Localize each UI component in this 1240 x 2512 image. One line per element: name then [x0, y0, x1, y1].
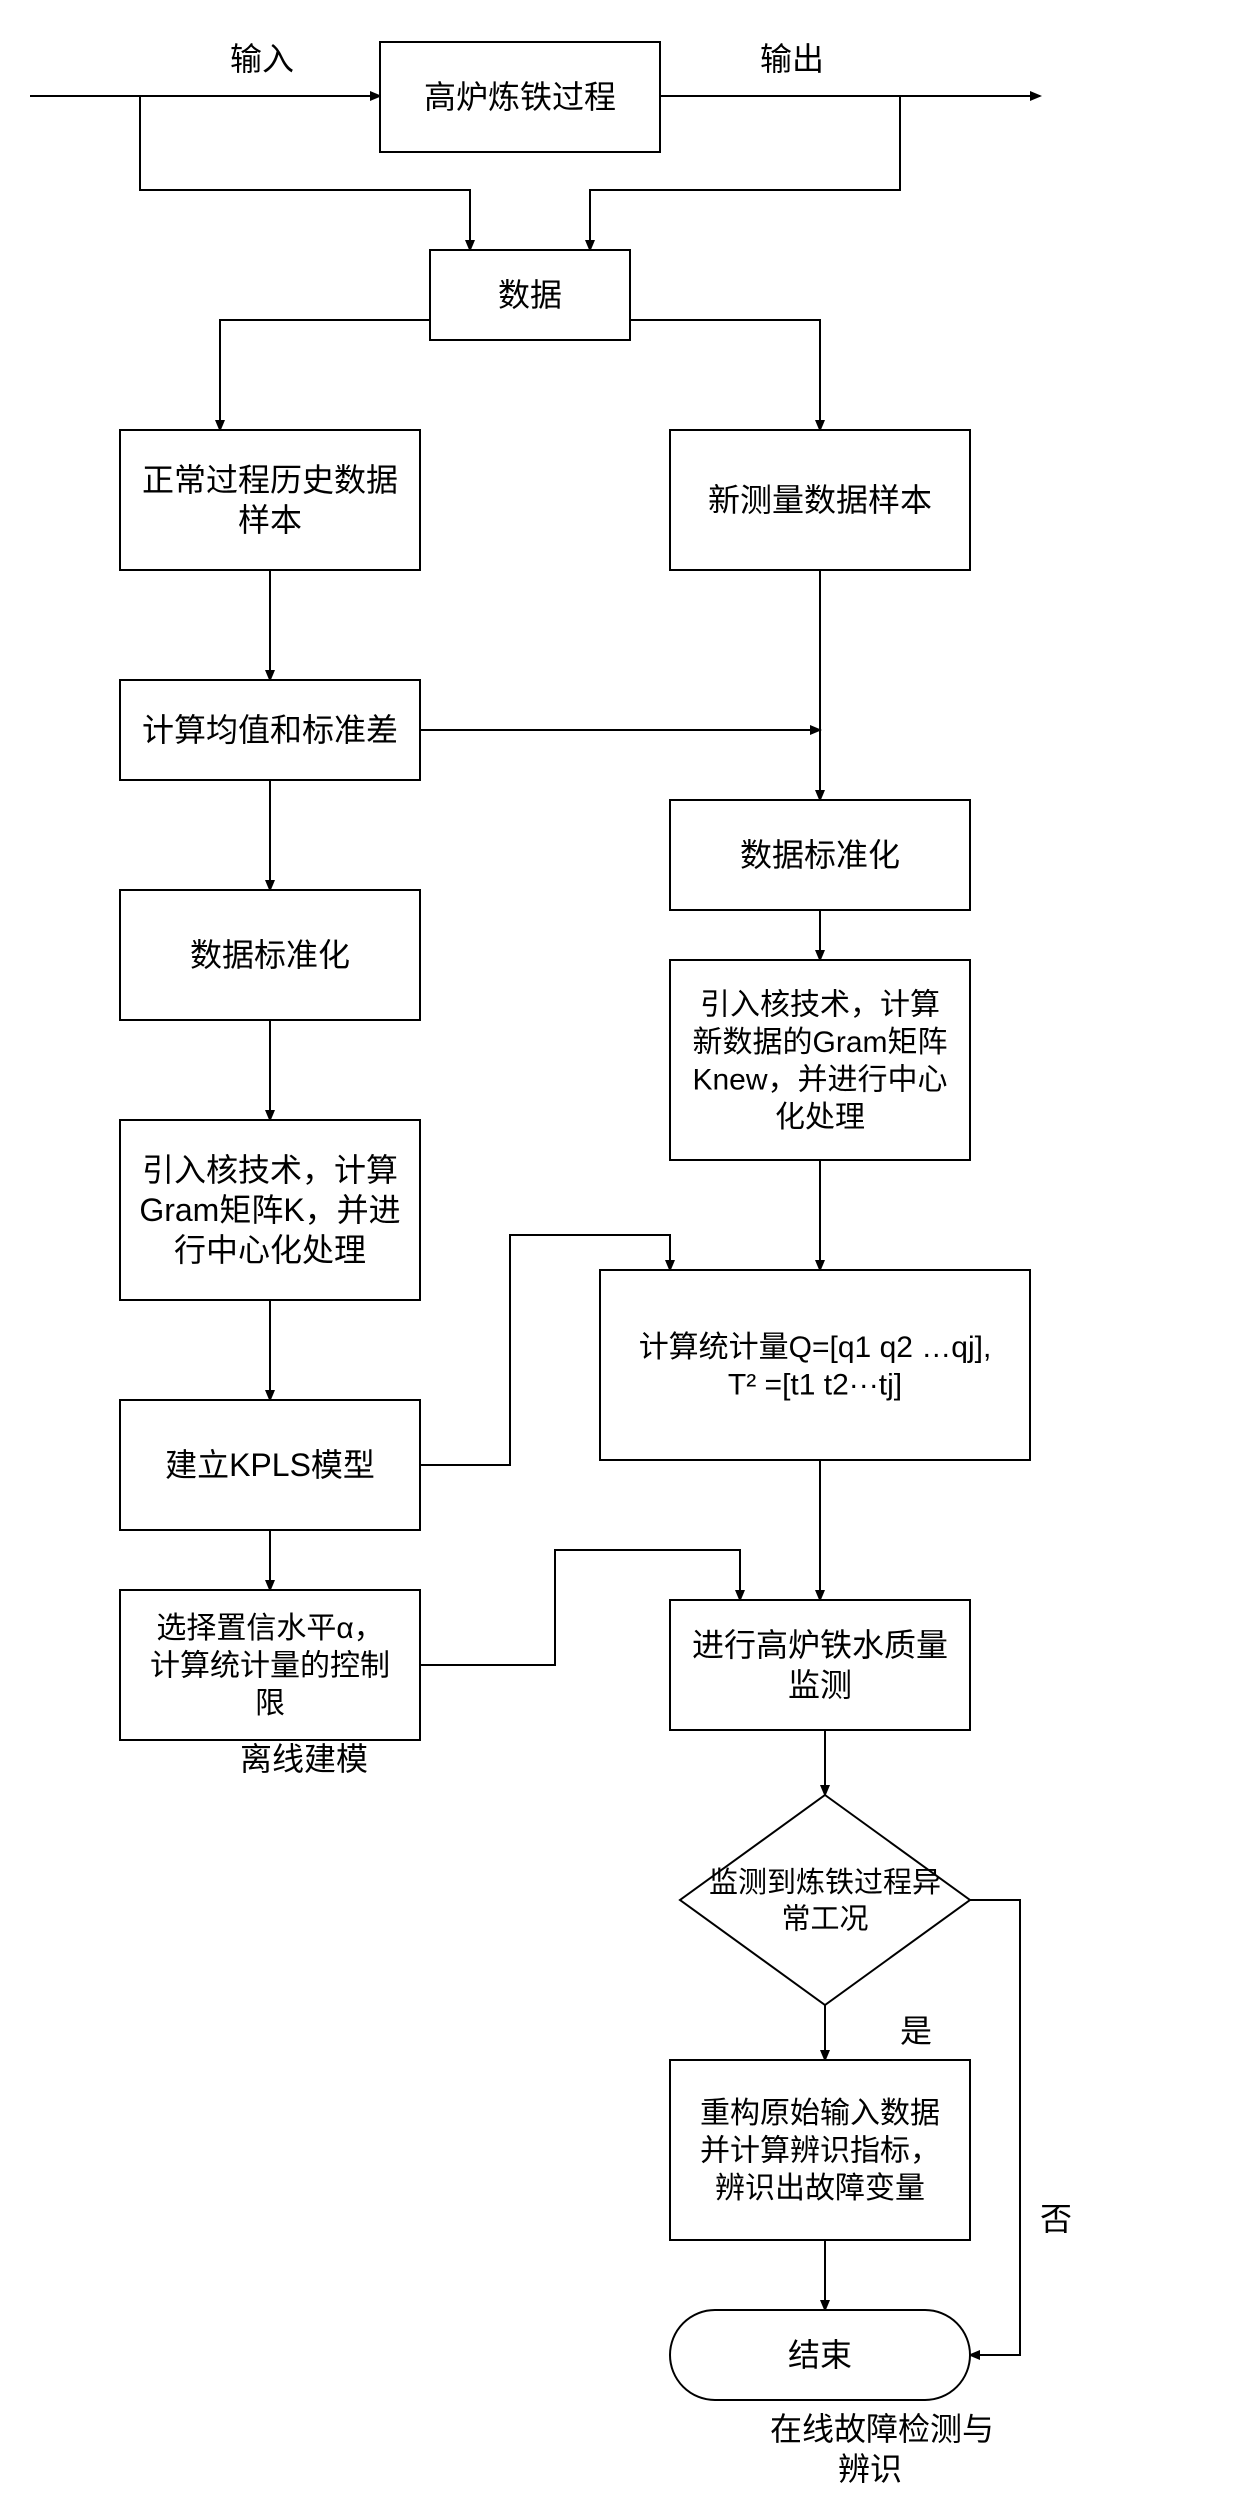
edge-dec-no-to-end — [970, 1900, 1020, 2355]
label-offline: 离线建模 — [240, 1741, 368, 1777]
svg-text:计算均值和标准差: 计算均值和标准差 — [142, 712, 398, 748]
label-online: 在线故障检测与 — [770, 2411, 994, 2447]
node-data: 数据 — [430, 250, 630, 340]
node-kernL: 引入核技术，计算Gram矩阵K，并进行中心化处理 — [120, 1120, 420, 1300]
svg-text:数据标准化: 数据标准化 — [190, 937, 350, 973]
svg-text:数据标准化: 数据标准化 — [740, 837, 900, 873]
edge-data-to-hist — [220, 320, 430, 430]
svg-text:高炉炼铁过程: 高炉炼铁过程 — [424, 79, 616, 115]
node-ctrl: 选择置信水平α，计算统计量的控制限 — [120, 1590, 420, 1740]
svg-text:数据: 数据 — [498, 277, 562, 313]
node-kpls: 建立KPLS模型 — [120, 1400, 420, 1530]
node-proc: 高炉炼铁过程 — [380, 42, 660, 152]
label-output: 输出 — [760, 41, 824, 77]
svg-text:新测量数据样本: 新测量数据样本 — [708, 482, 932, 518]
edge-data-to-new — [630, 320, 820, 430]
node-kernR: 引入核技术，计算新数据的Gram矩阵Knew，并进行中心化处理 — [670, 960, 970, 1160]
svg-text:建立KPLS模型: 建立KPLS模型 — [165, 1447, 375, 1483]
node-recon: 重构原始输入数据并计算辨识指标，辨识出故障变量 — [670, 2060, 970, 2240]
svg-text:引入核技术，计算Gram矩阵K，并进行中心化处理: 引入核技术，计算Gram矩阵K，并进行中心化处理 — [139, 1152, 400, 1268]
label-online2: 辨识 — [838, 2451, 902, 2487]
label-no: 否 — [1040, 2201, 1072, 2237]
svg-text:重构原始输入数据并计算辨识指标，辨识出故障变量: 重构原始输入数据并计算辨识指标，辨识出故障变量 — [700, 2097, 940, 2205]
node-mon: 进行高炉铁水质量监测 — [670, 1600, 970, 1730]
node-stat: 计算统计量Q=[q1 q2 …qj],T² =[t1 t2···tj] — [600, 1270, 1030, 1460]
label-yes: 是 — [900, 2013, 932, 2049]
node-stdL: 数据标准化 — [120, 890, 420, 1020]
svg-text:结束: 结束 — [788, 2337, 852, 2373]
node-end: 结束 — [670, 2310, 970, 2400]
node-newS: 新测量数据样本 — [670, 430, 970, 570]
node-mean: 计算均值和标准差 — [120, 680, 420, 780]
node-stdR: 数据标准化 — [670, 800, 970, 910]
label-input: 输入 — [230, 41, 294, 77]
node-dec: 监测到炼铁过程异常工况 — [680, 1795, 970, 2005]
node-hist: 正常过程历史数据样本 — [120, 430, 420, 570]
